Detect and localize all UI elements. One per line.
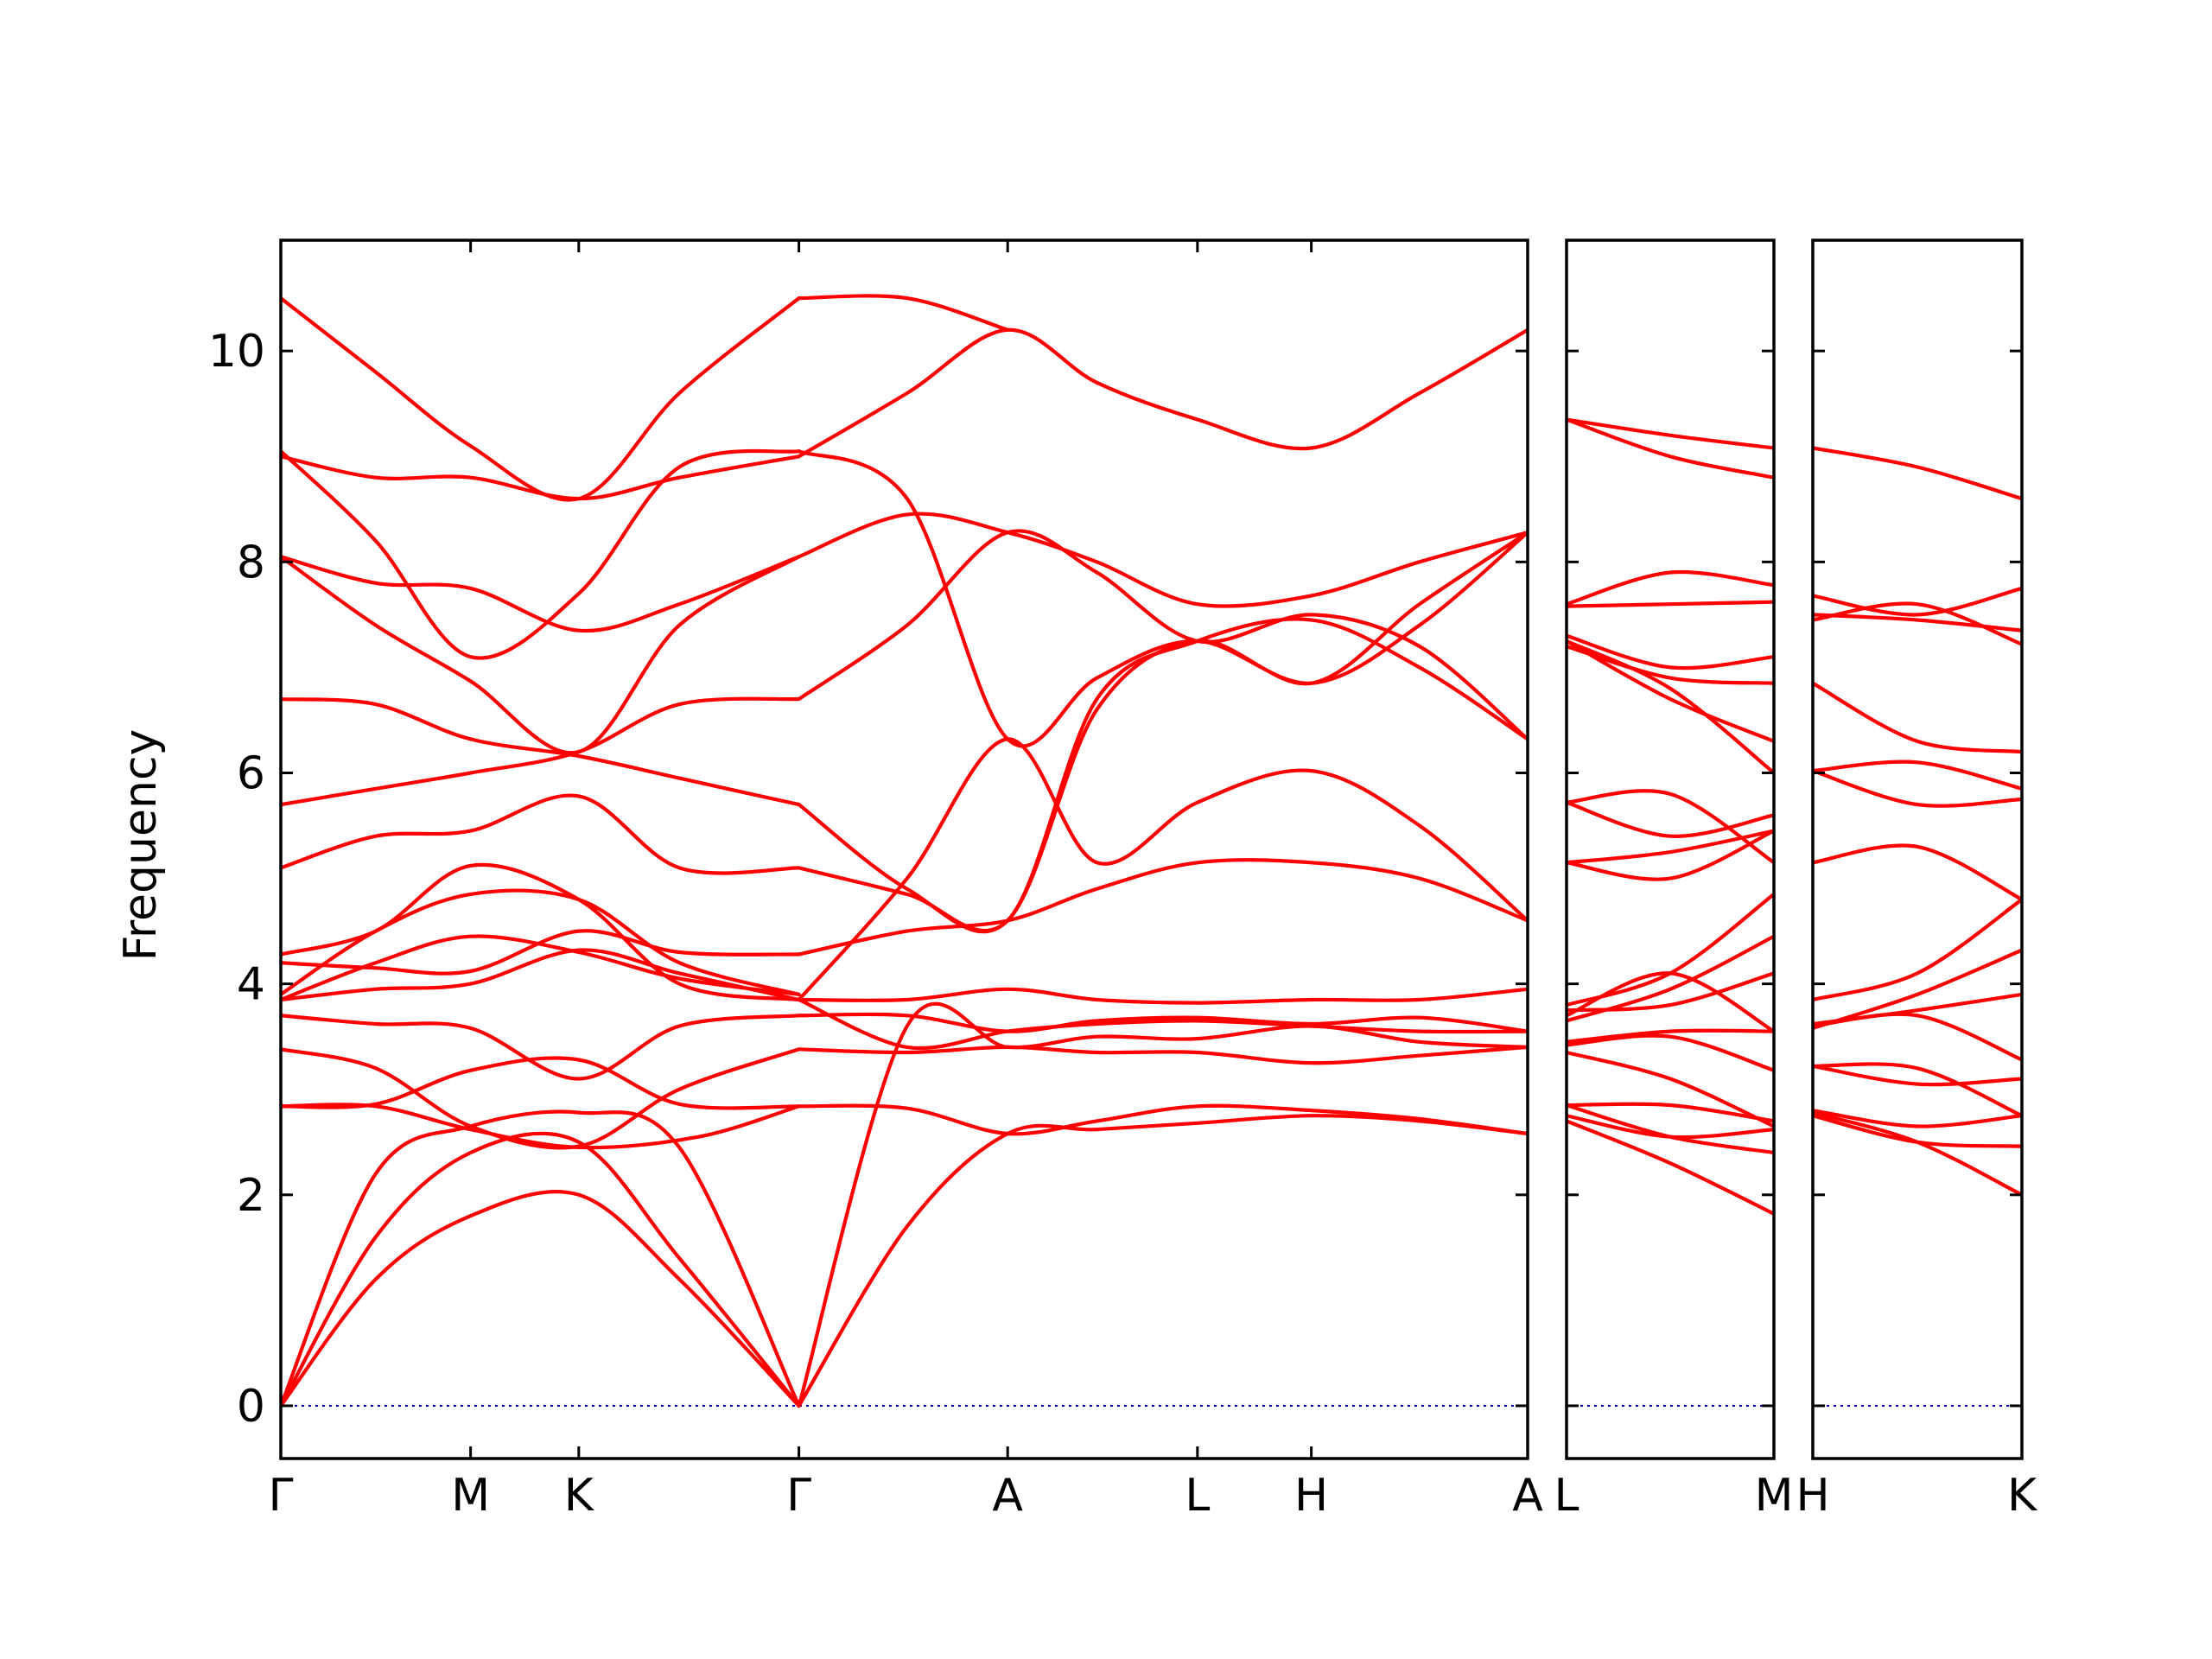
phonon-band [1813, 843, 2022, 902]
x-tick-label: Γ [786, 1470, 811, 1522]
phonon-band [1813, 1064, 2022, 1087]
phonon-band [281, 555, 801, 755]
phonon-band [1567, 1028, 1774, 1044]
phonon-band [1567, 569, 1774, 607]
phonon-band [281, 1190, 801, 1408]
phonon-band [1813, 768, 2022, 808]
phonon-band [281, 934, 801, 1002]
x-tick-label: L [1554, 1470, 1580, 1522]
phonon-band [1813, 1114, 2022, 1148]
band-group [1567, 417, 1774, 1216]
phonon-band [281, 696, 801, 807]
phonon-band [797, 858, 1528, 957]
y-tick-label: 2 [237, 1170, 265, 1222]
x-tick-label: Γ [269, 1470, 294, 1522]
phonon-band [797, 1012, 1528, 1033]
y-tick-label: 10 [208, 326, 265, 378]
y-tick-label: 4 [237, 959, 265, 1011]
phonon-band [281, 555, 801, 633]
phonon-band [797, 1103, 1528, 1136]
phonon-band [1813, 446, 2022, 501]
phonon-band [797, 997, 1528, 1051]
x-tick-label: M [451, 1470, 490, 1522]
y-tick-label: 6 [237, 747, 265, 799]
panel-frame [1811, 238, 2024, 1460]
phonon-band [1567, 600, 1774, 608]
phonon-band [281, 296, 801, 502]
phonon-band [797, 1114, 1528, 1408]
phonon-band [1567, 644, 1774, 685]
phonon-band [797, 987, 1528, 1005]
phonon-band [281, 1109, 801, 1408]
phonon-band [281, 1014, 801, 1081]
band-group [281, 294, 1528, 1408]
phonon-band [797, 1045, 1528, 1065]
phonon-band [1567, 1050, 1774, 1128]
phonon-band [1813, 613, 2022, 632]
phonon-band [281, 929, 801, 976]
phonon-band [1567, 417, 1774, 450]
phonon-band [1567, 789, 1774, 865]
x-tick-label: L [1185, 1470, 1210, 1522]
phonon-band [281, 1131, 801, 1408]
phonon-band [1813, 681, 2022, 754]
phonon-band [1567, 417, 1774, 480]
phonon-band [1567, 971, 1774, 1013]
phonon-band [281, 888, 801, 996]
phonon-band [1567, 892, 1774, 1007]
phonon-band [1567, 1102, 1774, 1123]
phonon-band [797, 529, 1528, 741]
phonon-band [281, 793, 801, 875]
x-tick-label: M [1755, 1470, 1794, 1522]
phonon-band [1567, 934, 1774, 1023]
phonon-band [1813, 1109, 2022, 1128]
phonon-band [281, 1056, 801, 1110]
phonon-band [797, 512, 1528, 608]
phonon-band [281, 862, 801, 1002]
phonon-band [1567, 1114, 1774, 1140]
phonon-band [797, 1001, 1528, 1408]
phonon-band [281, 948, 801, 1002]
phonon-band [281, 454, 801, 501]
phonon-band [281, 1047, 801, 1150]
phonon-band [1567, 633, 1774, 671]
x-tick-label: A [992, 1470, 1023, 1522]
y-tick-label: 0 [237, 1381, 265, 1433]
phonon-band [1813, 1062, 2022, 1118]
panel-frame [1565, 238, 1776, 1460]
x-tick-label: H [1294, 1470, 1328, 1522]
y-tick-label: 8 [237, 537, 265, 588]
phonon-band [1813, 897, 2022, 1002]
x-tick-label: K [564, 1470, 595, 1522]
panel-frame [279, 238, 1529, 1460]
phonon-band [1813, 948, 2022, 1031]
x-tick-label: A [1512, 1470, 1543, 1522]
phonon-band [281, 448, 801, 660]
y-axis-label: Frequency [115, 729, 167, 962]
phonon-band [797, 294, 1010, 332]
phonon-band [1567, 1119, 1774, 1216]
x-tick-label: H [1796, 1470, 1829, 1522]
phonon-band [1813, 586, 2022, 617]
phonon-band [1567, 829, 1774, 865]
phonon-band [1567, 800, 1774, 838]
phonon-band [797, 617, 1528, 934]
band-group [1813, 446, 2022, 1197]
phonon-band [281, 696, 801, 807]
phonon-band [1567, 1033, 1774, 1072]
panel-1: Γ M K Γ A L H A 0 2 4 6 8 10 [208, 238, 1543, 1522]
phonon-band [1567, 639, 1774, 775]
phonon-band [797, 327, 1528, 459]
phonon-band [1813, 601, 2022, 646]
phonon-band [797, 737, 1528, 1002]
phonon-band [1567, 971, 1774, 1033]
phonon-band [797, 449, 1528, 748]
phonon-band [1813, 760, 2022, 791]
x-tick-label: K [2007, 1470, 2038, 1522]
